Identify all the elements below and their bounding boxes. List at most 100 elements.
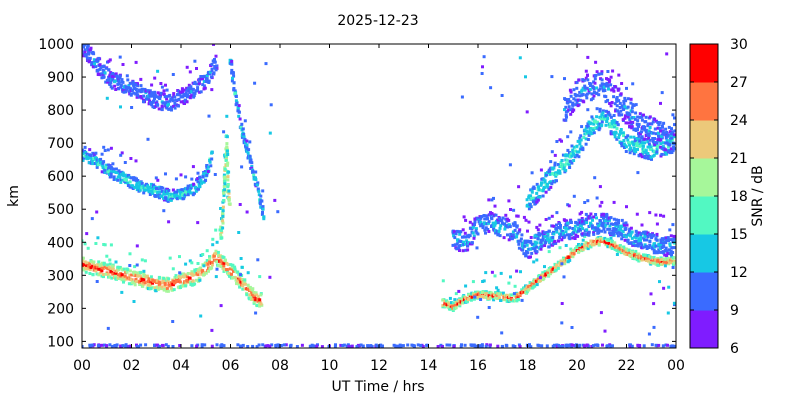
snr-point (560, 139, 563, 143)
snr-point (529, 345, 533, 348)
snr-point (605, 241, 609, 245)
snr-point (257, 343, 261, 347)
snr-point (579, 145, 583, 149)
snr-point (208, 70, 212, 74)
snr-point (111, 78, 115, 82)
snr-point (544, 241, 547, 245)
snr-point (673, 147, 676, 151)
snr-point (163, 288, 167, 291)
snr-point (148, 283, 152, 287)
snr-point (501, 291, 505, 295)
snr-point (636, 127, 639, 131)
snr-point (550, 75, 554, 79)
snr-point (637, 237, 641, 241)
snr-point (658, 280, 661, 284)
snr-point (164, 83, 167, 87)
snr-point (230, 272, 233, 276)
y-tick-label: 400 (47, 235, 74, 251)
snr-point (369, 344, 373, 348)
snr-point (182, 196, 186, 200)
snr-point (583, 84, 587, 88)
snr-point (638, 144, 642, 148)
snr-point (215, 240, 219, 244)
snr-point (661, 250, 665, 254)
snr-point (629, 343, 632, 347)
snr-point (193, 282, 197, 286)
snr-point (257, 189, 261, 193)
snr-point (185, 88, 189, 92)
snr-point (620, 224, 624, 228)
snr-point (190, 191, 194, 195)
snr-point (639, 235, 643, 239)
snr-point (581, 220, 585, 224)
snr-point (637, 256, 641, 260)
snr-point (148, 185, 152, 189)
snr-point (154, 104, 158, 108)
snr-point (646, 152, 650, 155)
snr-point (671, 223, 675, 227)
snr-point (572, 231, 576, 235)
snr-point (653, 117, 657, 121)
snr-point (637, 231, 641, 235)
snr-point (529, 205, 533, 209)
snr-point (628, 143, 632, 147)
snr-point (482, 55, 486, 59)
snr-point (544, 190, 548, 194)
snr-point (598, 122, 602, 126)
x-tick-label: 10 (321, 358, 339, 374)
snr-point (176, 276, 180, 279)
snr-point (300, 343, 304, 347)
snr-point (203, 262, 207, 266)
snr-point (135, 95, 139, 99)
snr-point (89, 266, 93, 270)
snr-point (656, 257, 660, 260)
snr-point (631, 82, 635, 86)
snr-point (524, 75, 527, 79)
snr-point (523, 244, 527, 248)
snr-point (589, 222, 593, 226)
snr-point (237, 104, 241, 108)
snr-point (588, 126, 592, 130)
snr-point (225, 135, 229, 139)
snr-point (455, 242, 459, 246)
snr-point (664, 241, 668, 245)
snr-point (392, 343, 396, 347)
snr-point (610, 125, 614, 129)
snr-point (664, 136, 668, 140)
snr-point (564, 118, 568, 122)
snr-point (196, 273, 200, 277)
snr-point (139, 270, 143, 274)
snr-point (603, 225, 607, 229)
snr-point (250, 290, 254, 294)
snr-point (254, 170, 258, 174)
snr-point (125, 178, 128, 182)
snr-point (189, 272, 193, 276)
snr-point (560, 262, 564, 266)
snr-point (503, 222, 507, 226)
snr-point (643, 148, 647, 152)
snr-point (632, 116, 636, 119)
snr-point (528, 284, 532, 288)
snr-point (222, 199, 226, 202)
snr-point (554, 174, 558, 178)
snr-point (205, 74, 209, 77)
snr-point (223, 167, 227, 171)
snr-point (626, 105, 630, 109)
snr-point (585, 92, 589, 96)
snr-point (157, 276, 161, 280)
snr-point (169, 198, 173, 202)
snr-point (547, 268, 551, 272)
snr-point (102, 75, 106, 79)
snr-point (178, 255, 181, 259)
snr-point (441, 304, 445, 307)
snr-point (624, 235, 628, 239)
snr-point (482, 214, 486, 217)
snr-point (93, 62, 96, 66)
snr-point (146, 184, 149, 188)
snr-point (253, 176, 257, 180)
snr-point (446, 300, 450, 304)
snr-point (547, 250, 551, 254)
snr-point (583, 201, 587, 204)
snr-point (179, 276, 182, 280)
